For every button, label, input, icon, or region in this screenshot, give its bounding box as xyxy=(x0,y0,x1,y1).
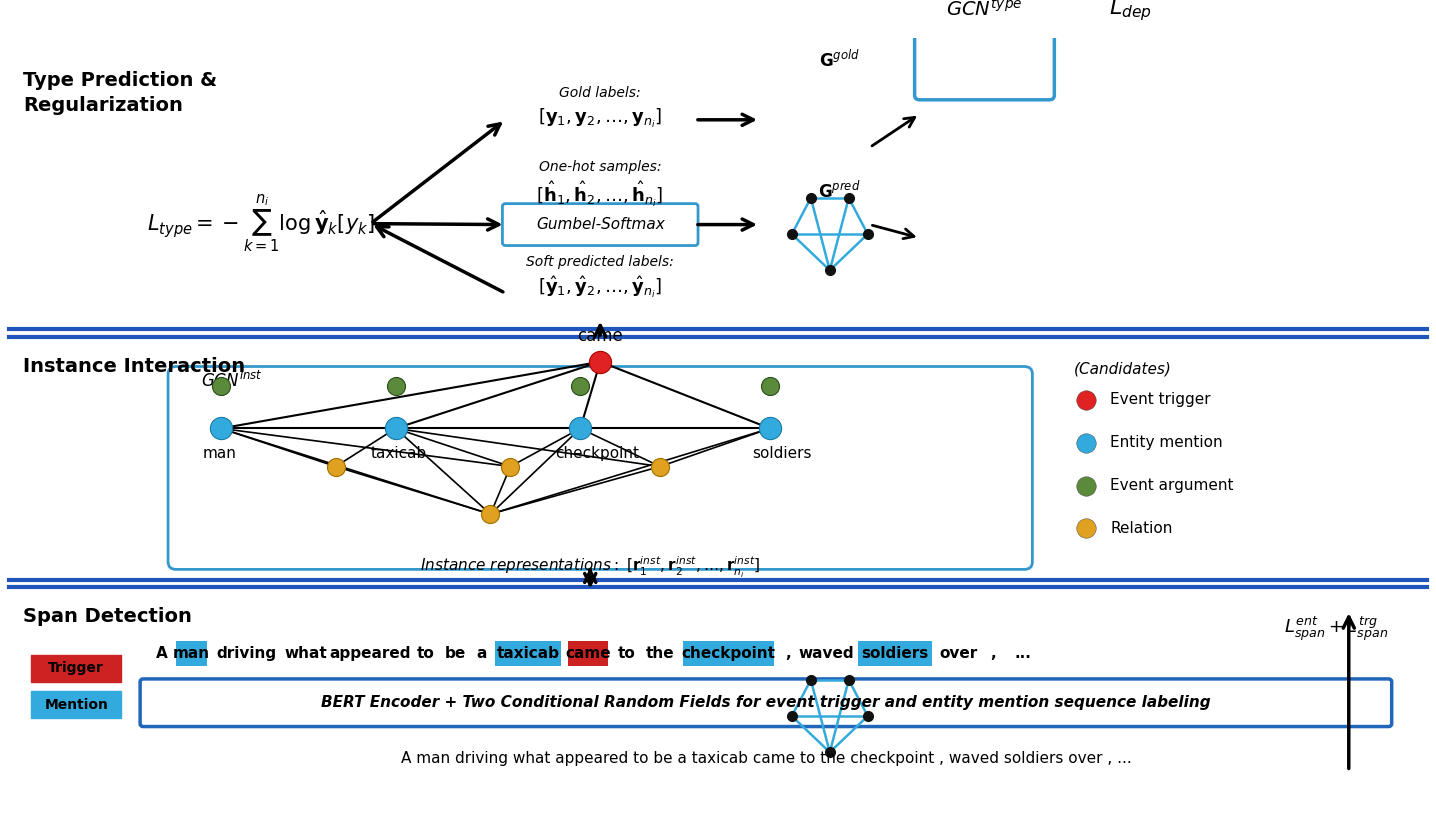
Text: Relation: Relation xyxy=(1110,521,1173,536)
Text: $[\mathbf{y}_1, \mathbf{y}_2, \ldots, \mathbf{y}_{n_i}]$: $[\mathbf{y}_1, \mathbf{y}_2, \ldots, \m… xyxy=(538,107,662,130)
Text: the: the xyxy=(646,646,675,661)
Text: Event trigger: Event trigger xyxy=(1110,392,1211,408)
FancyBboxPatch shape xyxy=(503,203,698,246)
FancyBboxPatch shape xyxy=(32,691,121,718)
Text: Type Prediction &
Regularization: Type Prediction & Regularization xyxy=(23,71,217,115)
Text: driving: driving xyxy=(217,646,277,661)
Text: Gumbel-Softmax: Gumbel-Softmax xyxy=(536,217,665,232)
Text: ,: , xyxy=(989,646,995,661)
Text: $[\hat{\mathbf{h}}_1, \hat{\mathbf{h}}_2, \ldots, \hat{\mathbf{h}}_{n_i}]$: $[\hat{\mathbf{h}}_1, \hat{\mathbf{h}}_2… xyxy=(537,179,663,208)
FancyBboxPatch shape xyxy=(684,641,774,666)
Text: $L_{dep}$: $L_{dep}$ xyxy=(1109,0,1152,22)
Text: Instance Interaction: Instance Interaction xyxy=(23,357,246,376)
Text: a: a xyxy=(475,646,487,661)
Text: came: came xyxy=(577,327,623,345)
FancyBboxPatch shape xyxy=(857,641,932,666)
Text: came: came xyxy=(564,646,610,661)
Text: over: over xyxy=(939,646,978,661)
Text: Soft predicted labels:: Soft predicted labels: xyxy=(527,255,673,269)
Text: soldiers: soldiers xyxy=(862,646,928,661)
FancyBboxPatch shape xyxy=(495,641,561,666)
Text: Gold labels:: Gold labels: xyxy=(560,85,640,99)
Text: to: to xyxy=(416,646,435,661)
Text: checkpoint: checkpoint xyxy=(556,446,639,461)
Text: $GCN^{type}$: $GCN^{type}$ xyxy=(946,0,1022,21)
Text: One-hot samples:: One-hot samples: xyxy=(538,160,662,174)
Text: ...: ... xyxy=(1014,646,1031,661)
Text: A man driving what appeared to be a taxicab came to the checkpoint , waved soldi: A man driving what appeared to be a taxi… xyxy=(401,752,1132,767)
Text: man: man xyxy=(202,446,237,461)
FancyBboxPatch shape xyxy=(141,679,1391,727)
Text: $\mathit{Instance\ representations:}\ [\mathbf{r}_1^{inst}, \mathbf{r}_2^{inst},: $\mathit{Instance\ representations:}\ [\… xyxy=(419,555,761,581)
Text: $L_{span}^{ent} + L_{span}^{trg}$: $L_{span}^{ent} + L_{span}^{trg}$ xyxy=(1284,614,1389,643)
FancyBboxPatch shape xyxy=(175,641,207,666)
Text: taxicab: taxicab xyxy=(370,446,426,461)
Text: A: A xyxy=(155,646,167,661)
Text: be: be xyxy=(445,646,467,661)
Text: to: to xyxy=(617,646,635,661)
FancyBboxPatch shape xyxy=(567,641,607,666)
Text: Mention: Mention xyxy=(45,698,108,712)
Text: $L_{type} = -\sum_{k=1}^{n_i} \log \hat{\mathbf{y}}_k[y_k]$: $L_{type} = -\sum_{k=1}^{n_i} \log \hat{… xyxy=(146,193,375,255)
Text: Entity mention: Entity mention xyxy=(1110,435,1223,450)
Text: (Candidates): (Candidates) xyxy=(1074,361,1172,377)
Text: appeared: appeared xyxy=(329,646,411,661)
FancyBboxPatch shape xyxy=(168,366,1032,569)
FancyBboxPatch shape xyxy=(32,655,121,681)
Text: checkpoint: checkpoint xyxy=(682,646,775,661)
FancyBboxPatch shape xyxy=(915,0,1054,100)
Text: $[\hat{\mathbf{y}}_1, \hat{\mathbf{y}}_2, \ldots, \hat{\mathbf{y}}_{n_i}]$: $[\hat{\mathbf{y}}_1, \hat{\mathbf{y}}_2… xyxy=(538,274,662,300)
Text: waved: waved xyxy=(798,646,854,661)
Text: taxicab: taxicab xyxy=(497,646,560,661)
Text: $\mathbf{G}^{pred}$: $\mathbf{G}^{pred}$ xyxy=(819,181,862,202)
Text: BERT Encoder + Two Conditional Random Fields for event trigger and entity mentio: BERT Encoder + Two Conditional Random Fi… xyxy=(322,696,1211,710)
Text: $\mathbf{G}^{gold}$: $\mathbf{G}^{gold}$ xyxy=(820,50,860,70)
Text: soldiers: soldiers xyxy=(752,446,811,461)
Text: Span Detection: Span Detection xyxy=(23,608,192,627)
Text: ,: , xyxy=(785,646,791,661)
Text: man: man xyxy=(172,646,210,661)
Text: what: what xyxy=(284,646,327,661)
Text: Event argument: Event argument xyxy=(1110,478,1234,493)
Text: $GCN^{inst}$: $GCN^{inst}$ xyxy=(201,370,263,390)
Text: Trigger: Trigger xyxy=(49,662,105,676)
